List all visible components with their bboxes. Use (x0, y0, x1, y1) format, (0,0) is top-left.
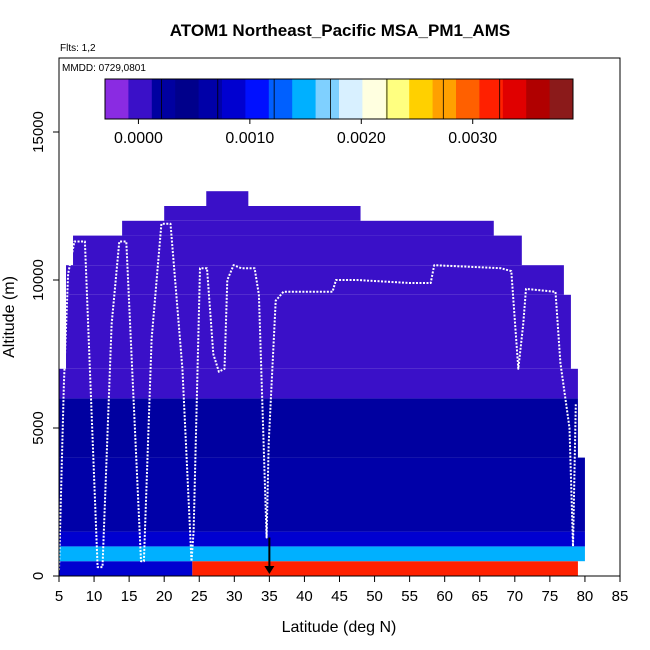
colorbar-swatch (198, 79, 223, 119)
x-tick-label: 15 (121, 588, 138, 605)
x-tick-label: 20 (156, 588, 173, 605)
colorbar-swatch (268, 79, 293, 119)
y-tick-label: 0 (30, 572, 47, 580)
heatmap-cell (59, 561, 193, 576)
x-tick-label: 60 (436, 588, 453, 605)
y-tick-label: 10000 (30, 259, 47, 301)
x-tick-label: 65 (471, 588, 488, 605)
colorbar-swatch (175, 79, 200, 119)
y-axis-label: Altitude (m) (1, 276, 18, 358)
heatmap-cell (122, 220, 494, 236)
heatmap-cell (192, 561, 578, 576)
colorbar-swatch (339, 79, 363, 119)
colorbar-swatch (222, 79, 246, 119)
heatmap-cell (59, 368, 578, 399)
x-tick-label: 45 (331, 588, 348, 605)
colorbar-swatch (432, 79, 457, 119)
heatmap-cell (206, 191, 249, 206)
x-tick-label: 10 (86, 588, 103, 605)
colorbar-swatch (526, 79, 551, 119)
x-tick-label: 80 (577, 588, 594, 605)
flights-annotation: Flts: 1,2 (60, 43, 96, 54)
marker (264, 537, 275, 574)
heatmap-cell (66, 294, 571, 369)
colorbar-swatch (105, 79, 129, 119)
colorbar-tick-label: 0.0000 (114, 130, 163, 147)
x-tick-label: 75 (542, 588, 559, 605)
y-axis: 0 5000 10000 15000 (30, 58, 60, 580)
colorbar-swatch (549, 79, 574, 119)
colorbar-swatch (409, 79, 434, 119)
colorbar-swatch (456, 79, 480, 119)
x-tick-label: 30 (226, 588, 243, 605)
x-tick-label: 25 (191, 588, 208, 605)
colorbar-swatch (151, 79, 176, 119)
colorbar-swatch (128, 79, 153, 119)
heatmap-cell (73, 235, 522, 266)
colorbar-tick-label: 0.0030 (448, 130, 497, 147)
colorbar-swatch (315, 79, 340, 119)
colorbar-tick-label: 0.0010 (225, 130, 274, 147)
x-tick-label: 5 (55, 588, 63, 605)
flight-track-line (58, 222, 577, 571)
chart-title: ATOM1 Northeast_Pacific MSA_PM1_AMS (170, 21, 510, 40)
heatmap-cell (59, 398, 578, 458)
heatmap-cell (59, 531, 585, 547)
flight-track (58, 222, 577, 571)
marker-arrowhead (264, 566, 275, 574)
colorbar-tick-label: 0.0020 (337, 130, 386, 147)
x-tick-label: 70 (506, 588, 523, 605)
colorbar-swatch (245, 79, 270, 119)
colorbar: 0.0000 0.0010 0.0020 0.0030 (104, 78, 574, 147)
colorbar-swatch (479, 79, 504, 119)
x-tick-label: 85 (612, 588, 629, 605)
x-tick-label: 55 (401, 588, 418, 605)
heatmap-cell (66, 265, 564, 295)
heatmap-cell (59, 546, 585, 562)
heatmap (59, 191, 585, 576)
heatmap-cell (164, 206, 361, 221)
y-tick-label: 15000 (30, 111, 47, 153)
y-tick-label: 5000 (30, 411, 47, 444)
colorbar-frame (104, 78, 574, 120)
colorbar-swatch (362, 79, 387, 119)
colorbar-swatch (292, 79, 317, 119)
x-axis-label: Latitude (deg N) (282, 619, 397, 636)
x-tick-label: 50 (366, 588, 383, 605)
colorbar-swatch (385, 79, 410, 119)
x-axis: 5 10 15 20 25 30 35 40 45 50 55 60 65 70 75 80 85 (55, 575, 629, 605)
x-tick-label: 40 (296, 588, 313, 605)
x-tick-label: 35 (261, 588, 278, 605)
date-annotation: MMDD: 0729,0801 (62, 63, 146, 74)
colorbar-swatch (502, 79, 527, 119)
